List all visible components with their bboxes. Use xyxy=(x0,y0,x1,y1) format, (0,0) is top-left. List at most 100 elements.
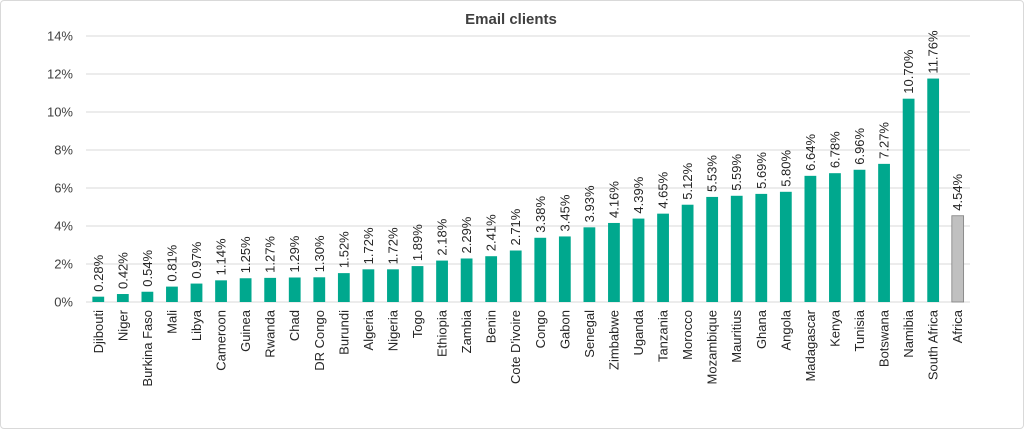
bar-botswana xyxy=(878,163,890,302)
data-label: 0.97% xyxy=(189,241,204,278)
x-axis-ticks: Djibouti Niger Burkina Faso Mali Libya Camero… xyxy=(91,309,965,386)
x-tick-label: Mozambique xyxy=(705,310,720,384)
bar-burkina-faso xyxy=(141,291,154,302)
bar-zimbabwe xyxy=(608,222,620,302)
x-tick-label: Kenya xyxy=(827,309,842,347)
bar-madagascar xyxy=(804,175,817,302)
x-tick-label: Morocco xyxy=(680,310,695,360)
data-label: 6.78% xyxy=(827,131,842,168)
x-tick-label: Chad xyxy=(287,310,302,341)
bar-cote-d-ivoire xyxy=(509,250,522,302)
data-label: 1.14% xyxy=(214,238,229,275)
x-tick-label: Algeria xyxy=(361,309,376,350)
bar-africa xyxy=(951,215,965,303)
x-tick-label: Djibouti xyxy=(91,310,106,353)
data-label: 1.27% xyxy=(263,236,278,273)
data-label: 2.29% xyxy=(459,216,474,253)
bar-mali xyxy=(166,286,178,302)
x-tick-label: Zimbabwe xyxy=(606,310,621,370)
gridlines xyxy=(86,35,970,303)
y-tick-label: 0% xyxy=(54,295,73,310)
data-label: 6.64% xyxy=(803,134,818,171)
data-label: 4.65% xyxy=(656,171,671,208)
bar-togo xyxy=(411,266,424,302)
data-label: 2.41% xyxy=(484,214,499,251)
bar-tanzania xyxy=(657,213,669,302)
bar-morocco xyxy=(681,204,694,302)
x-tick-label: Congo xyxy=(533,310,548,348)
x-tick-label: Cote D'ivoire xyxy=(508,310,523,384)
x-tick-label: Nigeria xyxy=(385,309,400,351)
x-tick-label: Ghana xyxy=(754,309,769,349)
bar-guinea xyxy=(239,278,252,302)
data-label: 0.81% xyxy=(164,244,179,281)
y-tick-label: 12% xyxy=(47,67,73,82)
x-tick-label: Tunisia xyxy=(852,309,867,351)
x-tick-label: Benin xyxy=(484,310,499,343)
y-tick-label: 14% xyxy=(47,29,73,44)
x-tick-label: Mauritius xyxy=(729,310,744,363)
x-tick-label: Mali xyxy=(164,310,179,334)
bar-gabon xyxy=(558,236,571,302)
bar-mozambique xyxy=(706,196,719,302)
data-label: 1.29% xyxy=(287,235,302,272)
bar-chad xyxy=(288,277,301,302)
data-label: 1.25% xyxy=(238,236,253,273)
x-tick-label: Botswana xyxy=(877,309,892,367)
bar-mauritius xyxy=(730,195,743,302)
y-tick-label: 6% xyxy=(54,181,73,196)
data-label: 4.39% xyxy=(631,176,646,213)
x-tick-label: Libya xyxy=(189,309,204,341)
bar-congo xyxy=(534,237,547,302)
x-tick-label: Madagascar xyxy=(803,309,818,381)
bar-ghana xyxy=(755,193,768,302)
bar-benin xyxy=(485,256,498,302)
bar-cameroon xyxy=(215,280,227,302)
bar-rwanda xyxy=(264,277,277,302)
data-label: 2.71% xyxy=(508,208,523,245)
chart-title: Email clients xyxy=(465,11,557,28)
data-label: 0.28% xyxy=(91,254,106,291)
data-label: 6.96% xyxy=(852,127,867,164)
x-tick-label: Zambia xyxy=(459,309,474,353)
x-tick-label: Angola xyxy=(778,309,793,350)
bar-angola xyxy=(779,191,792,302)
x-tick-label: Burkina Faso xyxy=(140,310,155,387)
data-label: 1.30% xyxy=(312,235,327,272)
x-tick-label: Cameroon xyxy=(214,310,229,371)
x-tick-label: Rwanda xyxy=(263,309,278,357)
x-tick-label: Uganda xyxy=(631,309,646,355)
data-label: 7.27% xyxy=(877,122,892,159)
data-label: 1.89% xyxy=(410,224,425,261)
data-label: 1.72% xyxy=(361,227,376,264)
bar-libya xyxy=(190,283,203,302)
data-label: 5.59% xyxy=(729,153,744,190)
y-axis-ticks: 0% 2% 4% 6% 8% 10% 12% 14% xyxy=(47,29,73,310)
y-tick-label: 10% xyxy=(47,105,73,120)
data-label: 4.54% xyxy=(950,173,965,210)
data-label: 1.52% xyxy=(336,231,351,268)
bar-djibouti xyxy=(92,296,105,302)
data-label: 0.54% xyxy=(140,249,155,286)
bar-kenya xyxy=(829,173,841,302)
data-label: 5.53% xyxy=(705,155,720,192)
x-tick-label: Senegal xyxy=(582,310,597,358)
data-label: 5.80% xyxy=(778,149,793,186)
data-label: 5.12% xyxy=(680,162,695,199)
bar-ethiopia xyxy=(436,260,448,302)
bars xyxy=(92,78,965,303)
x-tick-label: Namibia xyxy=(901,309,916,357)
data-labels: 0.28% 0.42% 0.54% 0.81% 0.97% 1.14% 1.25% 1.27%… xyxy=(91,30,965,292)
data-label: 1.72% xyxy=(385,227,400,264)
data-label: 0.42% xyxy=(115,252,130,289)
x-tick-label: Niger xyxy=(115,309,130,341)
y-tick-label: 8% xyxy=(54,143,73,158)
y-tick-label: 4% xyxy=(54,219,73,234)
x-tick-label: DR Congo xyxy=(312,310,327,371)
x-tick-label: Togo xyxy=(410,310,425,338)
bar-burundi xyxy=(337,273,350,302)
bar-algeria xyxy=(362,269,375,302)
bar-nigeria xyxy=(387,269,399,302)
